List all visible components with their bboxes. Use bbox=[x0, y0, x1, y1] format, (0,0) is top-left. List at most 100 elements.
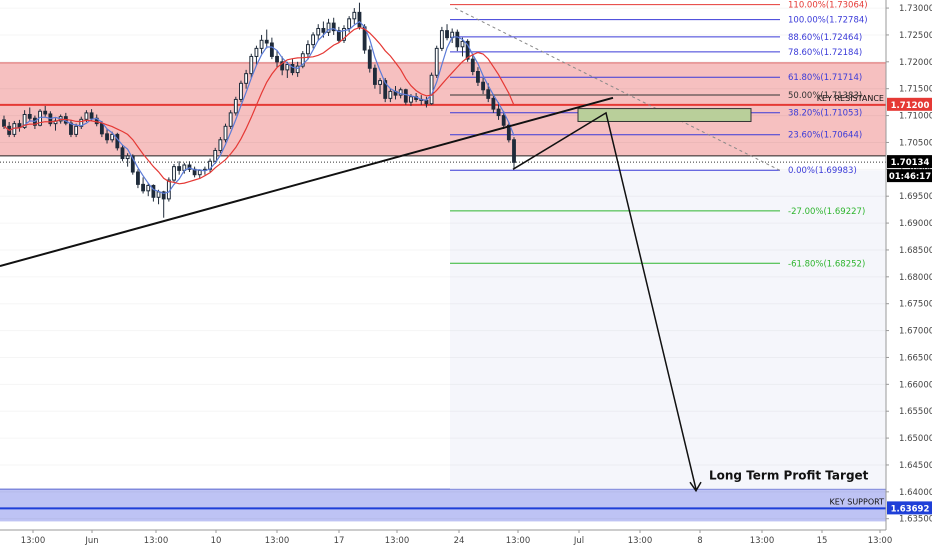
price-tick-label: 1.70500 bbox=[899, 138, 932, 148]
price-tick-label: 1.73000 bbox=[899, 4, 932, 14]
candle-body bbox=[445, 30, 449, 39]
time-tick-label: 8 bbox=[697, 536, 702, 546]
candle-body bbox=[197, 169, 202, 176]
price-tick-label: 1.64500 bbox=[899, 461, 932, 471]
price-tick-label: 1.72500 bbox=[899, 31, 932, 41]
candle-body bbox=[429, 74, 434, 105]
candle-body bbox=[223, 125, 228, 141]
fibonacci-layer: 110.00%(1.73064) 100.00%(1.72784) 88.60%(1… bbox=[450, 1, 868, 269]
grid-layer bbox=[0, 7, 886, 520]
candle-body bbox=[177, 166, 182, 171]
candle-body bbox=[496, 108, 501, 117]
candle-body bbox=[233, 98, 238, 114]
time-tick-label: 13:00 bbox=[21, 536, 46, 546]
price-tick-label: 1.66000 bbox=[899, 380, 932, 390]
time-tick-label: 13:00 bbox=[144, 536, 169, 546]
candle-body bbox=[269, 42, 274, 57]
candle-body bbox=[264, 39, 269, 44]
candle-body bbox=[300, 53, 305, 67]
candles-layer bbox=[2, 2, 516, 218]
time-tick-label: 10 bbox=[211, 536, 222, 546]
candle-body bbox=[161, 191, 166, 200]
candle-body bbox=[228, 112, 233, 127]
price-axis[interactable]: 1.63500 1.64000 1.64500 1.65000 1.65500 1.660… bbox=[885, 0, 932, 550]
candle-body bbox=[491, 97, 496, 110]
candle-body bbox=[285, 64, 290, 71]
price-badge bbox=[887, 97, 932, 111]
candle-body bbox=[316, 27, 321, 36]
candle-body bbox=[213, 150, 218, 162]
price-tick-label: 1.65500 bbox=[899, 407, 932, 417]
candle-body bbox=[306, 44, 310, 55]
candle-body bbox=[120, 147, 125, 160]
support-zone bbox=[0, 489, 886, 522]
fib-level-label: 38.20%(1.71053) bbox=[788, 109, 862, 119]
fib-level-label: -61.80%(1.68252) bbox=[788, 259, 865, 269]
candle-body bbox=[367, 49, 372, 69]
price-tick-label: 1.68500 bbox=[899, 246, 932, 256]
price-tick-label: 1.72000 bbox=[899, 58, 932, 68]
price-badge-label: 1.63692 bbox=[891, 504, 930, 514]
price-tick-label: 1.71000 bbox=[899, 112, 932, 122]
fib-level-label: 0.00%(1.69983) bbox=[788, 166, 857, 176]
time-tick-label: 13:00 bbox=[750, 536, 775, 546]
candle-body bbox=[481, 81, 486, 91]
price-badge bbox=[887, 155, 932, 169]
candle-body bbox=[259, 39, 264, 49]
candle-body bbox=[455, 31, 460, 48]
candle-body bbox=[89, 112, 94, 119]
candle-body bbox=[2, 119, 6, 127]
candle-body bbox=[22, 113, 27, 128]
candle-body bbox=[146, 184, 151, 192]
candle-body bbox=[280, 61, 285, 71]
price-tick-label: 1.69500 bbox=[899, 192, 932, 202]
price-badge bbox=[887, 501, 932, 515]
candle-body bbox=[244, 73, 249, 84]
price-tick-label: 1.63500 bbox=[899, 515, 932, 525]
candle-body bbox=[476, 70, 480, 83]
candle-body bbox=[486, 89, 491, 99]
candle-body bbox=[331, 22, 336, 32]
candle-body bbox=[383, 80, 388, 99]
candle-body bbox=[501, 115, 506, 126]
candle-body bbox=[506, 124, 511, 141]
time-axis[interactable]: 13:00 Jun 13:00 10 13:00 17 13:00 24 13:00 Jul 13:… bbox=[0, 529, 932, 550]
candle-body bbox=[470, 58, 475, 72]
time-tick-label: 13:00 bbox=[385, 536, 410, 546]
candle-body bbox=[326, 22, 331, 33]
candle-body bbox=[69, 122, 73, 135]
price-tick-label: 1.67000 bbox=[899, 327, 932, 337]
price-tick-label: 1.64000 bbox=[899, 488, 932, 498]
price-badge-label: 1.70134 bbox=[891, 158, 930, 168]
time-tick-label: Jul bbox=[573, 536, 584, 546]
fib-level-label: -27.00%(1.69227) bbox=[788, 207, 865, 217]
time-tick-label: 13:00 bbox=[628, 536, 653, 546]
fib-level-label: 78.60%(1.72184) bbox=[788, 48, 862, 58]
candle-body bbox=[512, 139, 516, 163]
price-tick-label: 1.65000 bbox=[899, 434, 932, 444]
key-support-label: KEY SUPPORT bbox=[830, 497, 885, 506]
fib-level-label: 23.60%(1.70644) bbox=[788, 131, 862, 141]
fib-level-label: 110.00%(1.73064) bbox=[788, 1, 868, 11]
time-tick-label: 15 bbox=[817, 536, 828, 546]
candle-body bbox=[110, 133, 115, 141]
candle-body bbox=[254, 47, 259, 57]
candle-body bbox=[125, 155, 130, 160]
candle-body bbox=[403, 89, 408, 103]
candle-body bbox=[424, 100, 429, 105]
ma-slow-line bbox=[3, 26, 515, 185]
candle-body bbox=[434, 47, 439, 76]
candle-body bbox=[465, 40, 470, 60]
candle-body bbox=[460, 40, 465, 48]
candle-body bbox=[151, 184, 156, 198]
candle-body bbox=[239, 82, 243, 100]
price-tick-label: 1.71500 bbox=[899, 85, 932, 95]
candle-body bbox=[27, 113, 32, 119]
candle-body bbox=[336, 30, 341, 41]
time-tick-label: 13:00 bbox=[868, 536, 893, 546]
candle-body bbox=[99, 123, 104, 135]
candle-body bbox=[172, 166, 176, 181]
price-axis-bg bbox=[886, 0, 932, 550]
price-tick-label: 1.66500 bbox=[899, 353, 932, 363]
